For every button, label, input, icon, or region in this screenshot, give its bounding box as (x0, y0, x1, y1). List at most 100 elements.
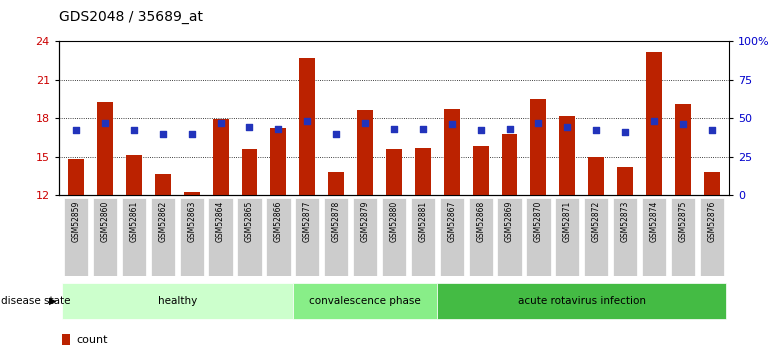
Text: convalescence phase: convalescence phase (309, 296, 421, 306)
Text: healthy: healthy (158, 296, 197, 306)
FancyBboxPatch shape (555, 198, 579, 276)
FancyBboxPatch shape (238, 198, 262, 276)
Point (474, 128, 487, 133)
Point (70, 128, 82, 133)
Bar (646, 52, 662, 195)
Bar (415, 148, 430, 195)
Bar (502, 134, 517, 195)
FancyBboxPatch shape (293, 283, 437, 319)
Text: disease state: disease state (1, 296, 71, 306)
Text: GSM52877: GSM52877 (303, 201, 312, 242)
Point (186, 131, 198, 136)
FancyBboxPatch shape (209, 198, 233, 276)
Point (388, 126, 401, 132)
FancyBboxPatch shape (382, 198, 406, 276)
Text: GSM52878: GSM52878 (332, 201, 341, 242)
Point (359, 120, 372, 126)
Point (416, 126, 429, 132)
Text: acute rotavirus infection: acute rotavirus infection (517, 296, 646, 306)
FancyBboxPatch shape (353, 198, 377, 276)
Text: GSM52871: GSM52871 (563, 201, 572, 242)
Text: GSM52866: GSM52866 (274, 201, 283, 242)
Point (243, 125, 256, 130)
Text: GSM52862: GSM52862 (158, 201, 167, 242)
FancyBboxPatch shape (699, 198, 724, 276)
Point (330, 131, 343, 136)
Point (157, 131, 169, 136)
Point (503, 126, 516, 132)
FancyBboxPatch shape (526, 198, 550, 276)
FancyBboxPatch shape (151, 198, 175, 276)
Text: GSM52864: GSM52864 (216, 201, 225, 242)
FancyBboxPatch shape (122, 198, 146, 276)
Bar (270, 128, 286, 195)
Point (445, 121, 458, 127)
Text: GSM52859: GSM52859 (71, 201, 81, 242)
Bar (241, 149, 257, 195)
Bar (617, 167, 633, 195)
Bar (559, 116, 575, 195)
Bar (212, 119, 229, 195)
Point (590, 128, 602, 133)
Point (706, 128, 718, 133)
Bar (704, 172, 720, 195)
FancyBboxPatch shape (180, 198, 204, 276)
Text: GSM52869: GSM52869 (505, 201, 514, 242)
Point (301, 118, 314, 124)
Point (532, 120, 545, 126)
FancyBboxPatch shape (440, 198, 464, 276)
Bar (62, 334, 70, 345)
FancyBboxPatch shape (62, 283, 293, 319)
Text: GSM52861: GSM52861 (129, 201, 139, 242)
Bar (386, 149, 402, 195)
Text: GSM52860: GSM52860 (100, 201, 110, 242)
Bar (299, 58, 315, 195)
FancyBboxPatch shape (64, 198, 89, 276)
Point (561, 125, 574, 130)
Text: GSM52875: GSM52875 (678, 201, 688, 242)
Text: GSM52874: GSM52874 (649, 201, 659, 242)
Bar (473, 146, 488, 195)
Text: GSM52865: GSM52865 (245, 201, 254, 242)
Text: count: count (76, 335, 107, 345)
Bar (183, 193, 200, 195)
Text: GSM52870: GSM52870 (534, 201, 543, 242)
Bar (97, 101, 113, 195)
Point (214, 120, 227, 126)
Bar (68, 159, 84, 195)
Text: ▶: ▶ (49, 296, 57, 306)
FancyBboxPatch shape (642, 198, 666, 276)
Text: GSM52863: GSM52863 (187, 201, 196, 242)
FancyBboxPatch shape (295, 198, 319, 276)
Bar (675, 104, 691, 195)
FancyBboxPatch shape (671, 198, 695, 276)
Text: GSM52879: GSM52879 (361, 201, 369, 242)
Text: GSM52876: GSM52876 (707, 201, 717, 242)
Point (619, 129, 631, 135)
Point (648, 118, 660, 124)
Point (677, 121, 689, 127)
Text: GSM52873: GSM52873 (621, 201, 630, 242)
FancyBboxPatch shape (93, 198, 117, 276)
Point (99, 120, 111, 126)
Text: GSM52880: GSM52880 (390, 201, 398, 242)
FancyBboxPatch shape (324, 198, 348, 276)
FancyBboxPatch shape (613, 198, 637, 276)
Text: GSM52881: GSM52881 (419, 201, 427, 242)
Point (128, 128, 140, 133)
FancyBboxPatch shape (497, 198, 521, 276)
Bar (531, 99, 546, 195)
Point (272, 126, 285, 132)
Bar (444, 109, 459, 195)
Text: GSM52868: GSM52868 (476, 201, 485, 242)
FancyBboxPatch shape (267, 198, 291, 276)
FancyBboxPatch shape (411, 198, 435, 276)
Bar (358, 110, 373, 195)
Bar (155, 175, 171, 195)
Text: GSM52867: GSM52867 (447, 201, 456, 242)
FancyBboxPatch shape (437, 283, 726, 319)
FancyBboxPatch shape (584, 198, 608, 276)
Bar (588, 157, 604, 195)
Bar (126, 155, 142, 195)
FancyBboxPatch shape (469, 198, 493, 276)
